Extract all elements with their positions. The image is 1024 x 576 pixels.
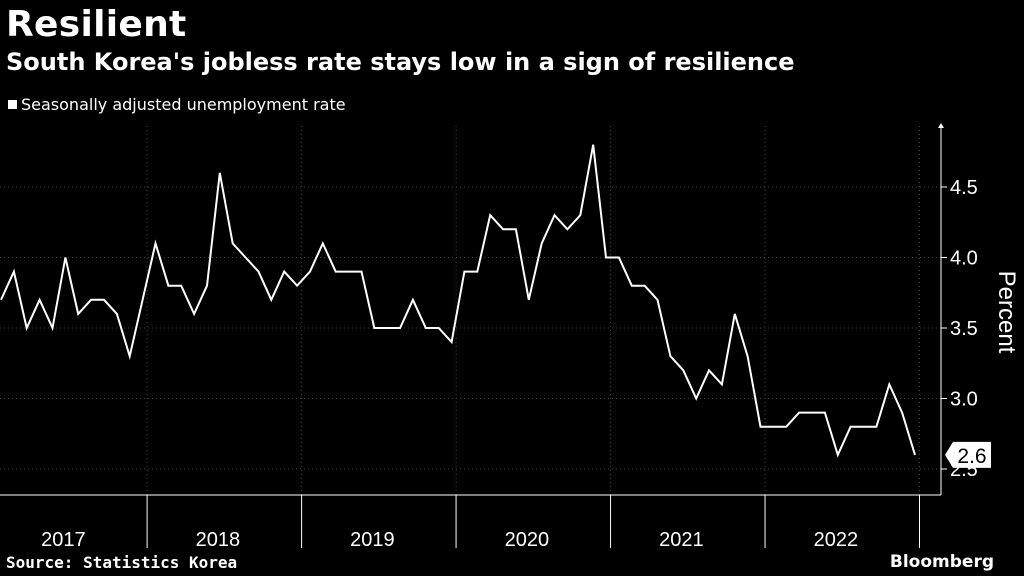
legend-swatch bbox=[8, 100, 17, 109]
chart-headline: Resilient bbox=[6, 4, 187, 45]
y-tick-label: 3.0 bbox=[950, 389, 978, 411]
series-line bbox=[0, 144, 916, 458]
x-tick-label: 2020 bbox=[505, 529, 550, 551]
y-axis: 2.53.03.54.04.5 bbox=[938, 123, 978, 495]
series-layer: 2.6 bbox=[0, 144, 991, 468]
x-tick-label: 2017 bbox=[41, 529, 86, 551]
bloomberg-logo: Bloomberg bbox=[889, 552, 994, 572]
y-tick-label: 4.5 bbox=[950, 177, 978, 199]
x-tick-label: 2022 bbox=[814, 529, 859, 551]
legend-label: Seasonally adjusted unemployment rate bbox=[21, 95, 346, 114]
grid-layer bbox=[0, 126, 941, 495]
x-axis: 2017 2018 2019 2020 2021 2022 bbox=[0, 494, 941, 551]
y-tick-label: 3.5 bbox=[950, 318, 978, 340]
x-tick-label: 2019 bbox=[350, 529, 395, 551]
y-axis-arrow bbox=[938, 123, 944, 128]
y-axis-title: Percent bbox=[993, 271, 1020, 354]
x-tick-label: 2021 bbox=[659, 529, 704, 551]
chart-subtitle: South Korea's jobless rate stays low in … bbox=[6, 48, 795, 76]
last-value-callout bbox=[945, 441, 991, 468]
last-value-label: 2.6 bbox=[957, 445, 986, 468]
x-tick-label: 2018 bbox=[196, 529, 241, 551]
legend: Seasonally adjusted unemployment rate bbox=[8, 95, 346, 114]
source-note: Source: Statistics Korea bbox=[6, 553, 238, 572]
y-tick-label: 4.0 bbox=[950, 248, 978, 270]
